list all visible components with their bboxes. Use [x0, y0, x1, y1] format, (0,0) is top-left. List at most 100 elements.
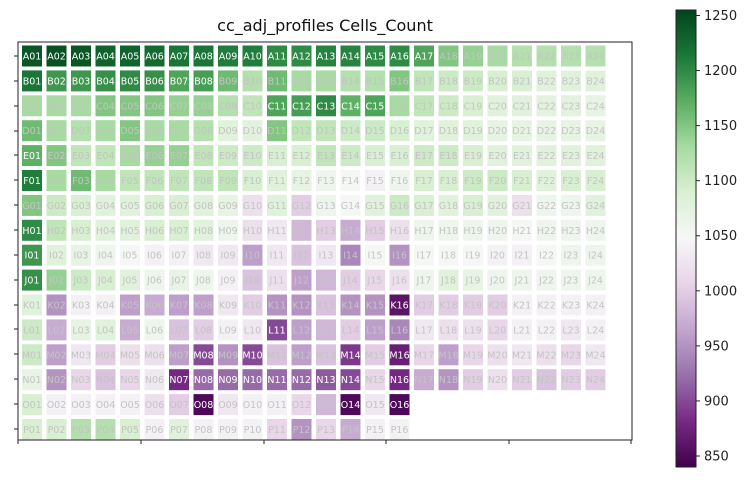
cell-label-E12: E12: [292, 151, 310, 162]
cell-label-B02: B02: [47, 76, 66, 87]
heatmap-cell-M09: [218, 344, 238, 366]
heatmap-cell-D12: [291, 120, 312, 142]
heatmap-cell-N14: [340, 369, 361, 391]
heatmap-cell-P10: [242, 419, 263, 440]
cell-label-J23: J23: [563, 276, 579, 287]
heatmap-cell-B01: [22, 70, 42, 92]
heatmap-cell-B04: [95, 70, 116, 92]
heatmap-cell-J14: [340, 269, 361, 291]
heatmap-cell-A05: [120, 45, 140, 67]
cell-label-J07: J07: [171, 276, 187, 287]
heatmap-cell-A06: [144, 45, 165, 67]
heatmap-cell-O13: [316, 394, 336, 416]
cell-label-I16: I16: [392, 251, 407, 262]
axis-ticks: [14, 55, 632, 444]
heatmap-cell-F08: [193, 170, 214, 191]
heatmap-cell-K07: [169, 294, 189, 316]
heatmap-cell-F16: [389, 170, 410, 191]
heatmap-cell-D09: [218, 120, 238, 142]
cell-label-N05: N05: [120, 375, 139, 386]
heatmap-cell-N04: [95, 369, 116, 391]
cell-label-C21: C21: [513, 101, 532, 112]
cell-label-M05: M05: [120, 350, 140, 361]
cell-label-A12: A12: [292, 52, 311, 63]
cell-label-I19: I19: [466, 251, 481, 262]
cell-label-M07: M07: [169, 350, 189, 361]
heatmap-cell-L14: [340, 319, 361, 341]
colorbar-tick-label-1250: 1250: [704, 9, 737, 24]
heatmap-cell-N08: [193, 369, 214, 391]
cell-label-G20: G20: [488, 201, 507, 212]
heatmap-cell-M10: [242, 344, 263, 366]
heatmap-cell-N05: [120, 369, 140, 391]
heatmap-cell-D20: [487, 120, 508, 142]
cell-label-K18: K18: [439, 301, 457, 312]
cell-label-G09: G09: [218, 201, 237, 212]
cell-label-I14: I14: [343, 251, 358, 262]
cell-label-G07: G07: [169, 201, 188, 212]
cell-label-C15: C15: [366, 101, 385, 112]
cell-label-D08: D08: [194, 126, 213, 137]
cell-label-L24: L24: [587, 325, 604, 336]
cell-label-H08: H08: [194, 226, 213, 237]
cell-label-J13: J13: [318, 276, 334, 287]
cell-label-G05: G05: [120, 201, 139, 212]
heatmap-cell-O15: [365, 394, 385, 416]
cell-label-H12: H12: [292, 226, 311, 237]
heatmap-cell-B08: [193, 70, 214, 92]
cell-label-M24: M24: [585, 350, 605, 361]
heatmap-cell-M17: [414, 344, 434, 366]
cell-label-O04: O04: [96, 400, 116, 411]
heatmap-cell-G08: [193, 194, 214, 216]
cell-label-F15: F15: [366, 176, 384, 187]
cell-label-A02: A02: [47, 52, 66, 63]
heatmap-cell-L05: [120, 319, 140, 341]
heatmap-cell-A24: [585, 45, 606, 67]
cell-label-E14: E14: [341, 151, 359, 162]
heatmap-cell-J19: [463, 269, 483, 291]
cell-label-B23: B23: [562, 76, 581, 87]
heatmap-cell-I11: [267, 244, 287, 266]
heatmap-cell-F22: [536, 170, 557, 191]
cell-label-H03: H03: [71, 226, 90, 237]
heatmap-cell-A07: [169, 45, 189, 67]
cell-label-O02: O02: [47, 400, 67, 411]
heatmap-cell-E21: [512, 145, 532, 167]
cell-label-O16: O16: [390, 400, 410, 411]
cell-label-G11: G11: [267, 201, 286, 212]
cell-label-N03: N03: [71, 375, 90, 386]
heatmap-cell-M21: [512, 344, 532, 366]
cell-label-P05: P05: [121, 425, 139, 436]
heatmap-cell-D15: [365, 120, 385, 142]
colorbar-tick-label-900: 900: [704, 394, 729, 409]
cell-label-K24: K24: [586, 301, 604, 312]
heatmap-cell-C20: [487, 95, 508, 117]
cell-label-O14: O14: [341, 400, 361, 411]
heatmap-cell-D17: [414, 120, 434, 142]
cell-label-D22: D22: [537, 126, 556, 137]
heatmap-cell-B15: [365, 70, 385, 92]
heatmap-cell-L17: [414, 319, 434, 341]
cell-label-G21: G21: [512, 201, 531, 212]
cell-label-P14: P14: [342, 425, 360, 436]
heatmap-cell-G03: [71, 194, 91, 216]
heatmap-cell-O01: [22, 394, 42, 416]
cell-label-G18: G18: [439, 201, 458, 212]
cell-label-C19: C19: [464, 101, 483, 112]
heatmap-cell-B17: [414, 70, 434, 92]
heatmap-cell-F14: [340, 170, 361, 191]
heatmap-cell-N20: [487, 369, 508, 391]
heatmap-cell-K24: [585, 294, 606, 316]
heatmap-cell-L20: [487, 319, 508, 341]
cell-label-C23: C23: [562, 101, 581, 112]
heatmap-cell-B10: [242, 70, 263, 92]
cell-label-J15: J15: [367, 276, 383, 287]
colorbar-tick-label-1150: 1150: [704, 119, 737, 134]
cell-label-F03: F03: [72, 176, 90, 187]
heatmap-cell-I23: [561, 244, 581, 266]
heatmap-cell-I22: [536, 244, 557, 266]
heatmap-cell-L01: [22, 319, 42, 341]
cell-label-N22: N22: [537, 375, 556, 386]
heatmap-cell-M08: [193, 344, 214, 366]
heatmap-cell-H04: [95, 219, 116, 241]
